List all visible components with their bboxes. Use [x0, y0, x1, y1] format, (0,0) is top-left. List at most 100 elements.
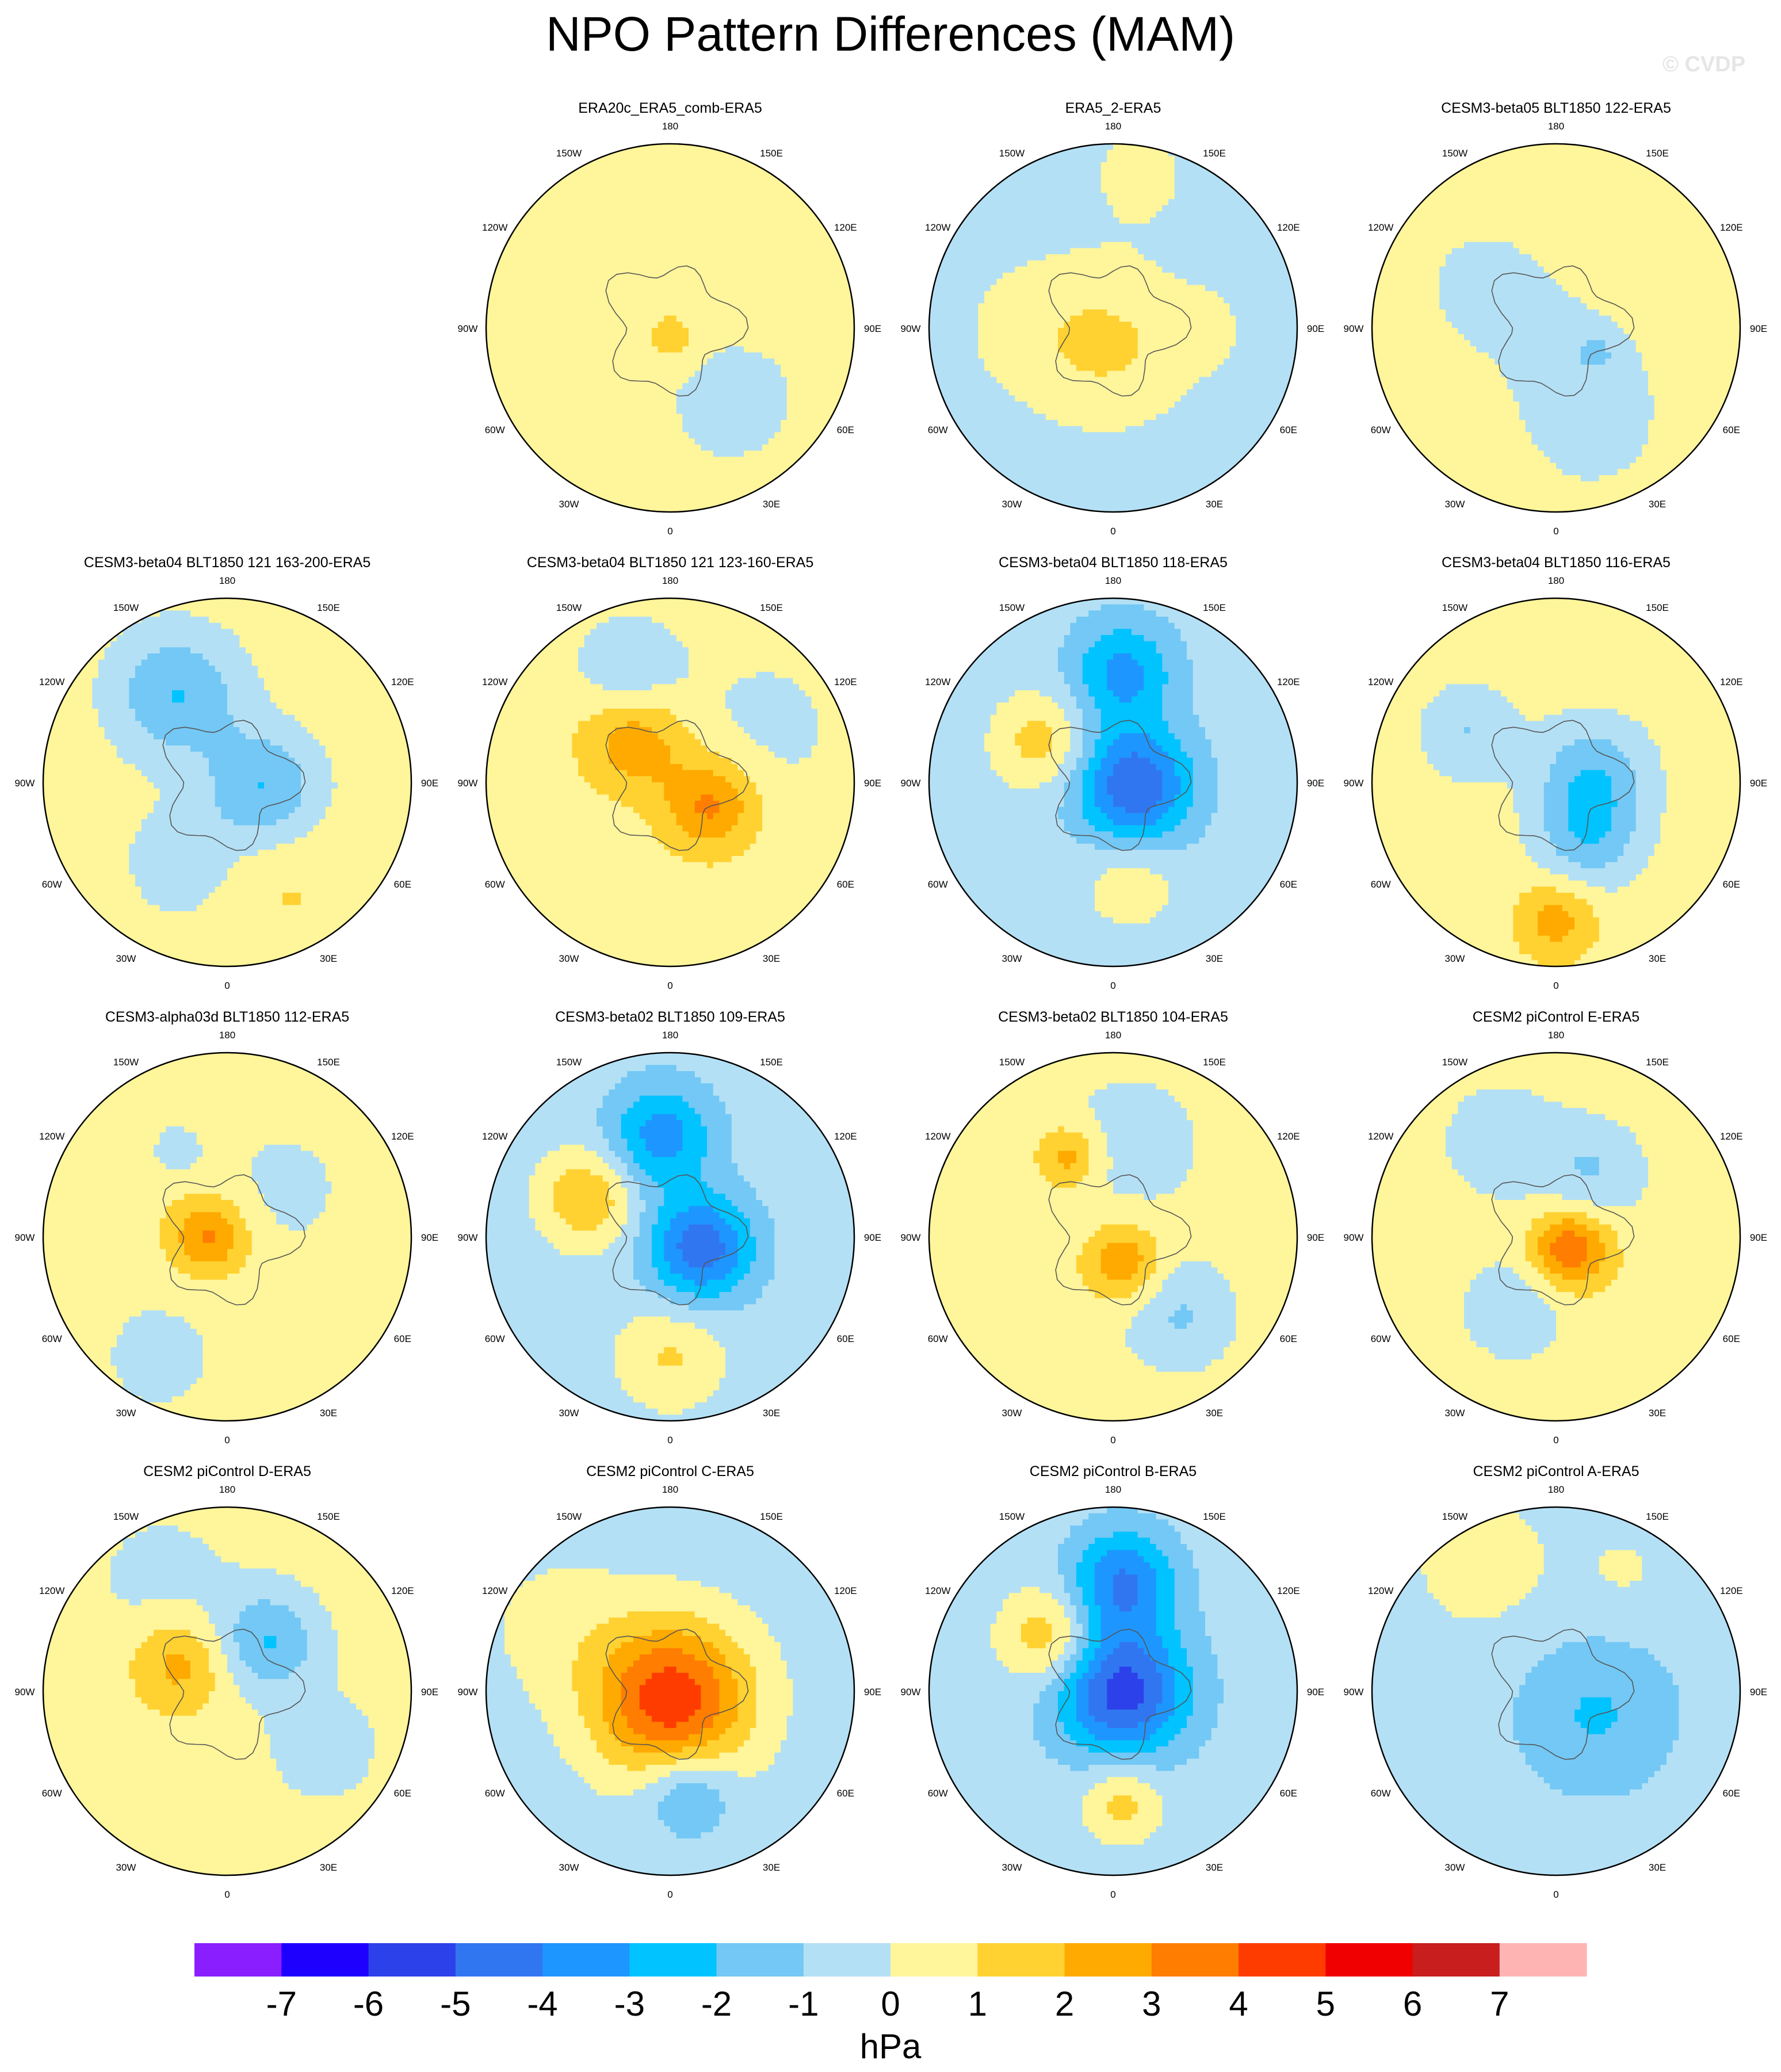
field-cell: [627, 481, 634, 488]
field-cell: [670, 370, 677, 378]
field-cell: [1174, 346, 1182, 353]
field-cell: [737, 358, 744, 365]
field-cell: [633, 278, 640, 286]
field-cell: [1162, 168, 1169, 175]
field-cell: [584, 186, 591, 194]
field-cell: [793, 457, 800, 464]
field-cell: [529, 273, 536, 280]
field-cell: [1088, 278, 1095, 286]
field-cell: [707, 254, 714, 261]
field-cell: [750, 309, 757, 316]
field-cell: [1021, 334, 1028, 341]
field-cell: [572, 181, 579, 188]
field-cell: [1162, 156, 1169, 163]
field-cell: [842, 395, 849, 402]
field-cell: [1045, 211, 1053, 218]
field-cell: [960, 352, 966, 360]
field-cell: [756, 475, 763, 482]
field-cell: [1015, 181, 1022, 188]
field-cell: [645, 402, 652, 408]
field-cell: [621, 414, 628, 420]
field-cell: [731, 420, 739, 427]
field-cell: [510, 242, 518, 249]
field-cell: [602, 469, 610, 476]
field-cell: [652, 395, 659, 402]
field-cell: [1008, 315, 1016, 323]
field-cell: [682, 199, 689, 206]
field-cell: [486, 297, 493, 304]
field-cell: [830, 291, 836, 298]
field-cell: [1187, 365, 1194, 372]
field-cell: [627, 273, 634, 280]
field-cell: [978, 254, 985, 261]
field-cell: [1150, 273, 1157, 280]
field-cell: [523, 365, 530, 372]
field-cell: [1254, 370, 1261, 378]
field-cell: [935, 315, 942, 323]
field-cell: [707, 462, 714, 470]
field-cell: [1254, 358, 1261, 365]
field-cell: [929, 303, 936, 310]
field-cell: [731, 370, 739, 378]
field-cell: [737, 365, 744, 372]
field-cell: [1254, 322, 1261, 328]
field-cell: [615, 499, 622, 507]
field-cell: [639, 248, 647, 255]
field-cell: [652, 389, 659, 396]
field-cell: [645, 328, 652, 335]
field-cell: [645, 444, 652, 452]
field-cell: [1156, 370, 1163, 378]
field-cell: [1095, 254, 1102, 261]
field-cell: [1021, 254, 1028, 261]
field-cell: [1150, 340, 1157, 347]
field-cell: [978, 291, 985, 298]
field-cell: [535, 340, 542, 347]
field-cell: [1039, 370, 1046, 378]
field-cell: [1224, 303, 1230, 310]
field-cell: [1119, 193, 1126, 200]
field-cell: [701, 383, 708, 390]
field-cell: [1279, 340, 1286, 347]
field-cell: [774, 358, 781, 365]
field-cell: [836, 309, 843, 316]
field-cell: [670, 389, 677, 396]
field-cell: [492, 358, 499, 365]
field-cell: [990, 352, 997, 360]
field-cell: [1095, 168, 1102, 175]
field-cell: [823, 352, 831, 360]
field-cell: [1205, 346, 1212, 353]
field-cell: [664, 499, 671, 507]
field-cell: [510, 315, 518, 323]
field-cell: [1211, 309, 1218, 316]
field-cell: [707, 242, 714, 249]
field-cell: [615, 242, 622, 249]
field-cell: [793, 199, 800, 206]
field-cell: [786, 297, 794, 304]
field-cell: [978, 358, 985, 365]
field-cell: [602, 383, 610, 390]
field-cell: [547, 352, 555, 360]
field-cell: [615, 162, 622, 169]
field-cell: [725, 162, 732, 169]
field-cell: [713, 168, 720, 175]
field-cell: [547, 402, 555, 408]
field-cell: [805, 242, 812, 249]
field-cell: [1119, 273, 1126, 280]
field-cell: [972, 217, 979, 224]
field-cell: [793, 346, 800, 353]
field-cell: [1064, 242, 1071, 249]
field-cell: [682, 211, 689, 218]
field-cell: [670, 199, 677, 206]
field-cell: [823, 389, 831, 396]
field-cell: [1279, 322, 1286, 328]
field-cell: [1199, 309, 1206, 316]
field-cell: [1058, 150, 1065, 157]
field-cell: [774, 181, 781, 188]
field-cell: [682, 475, 689, 482]
field-cell: [830, 309, 836, 316]
field-cell: [781, 475, 788, 482]
field-cell: [658, 457, 665, 464]
field-cell: [996, 328, 1003, 335]
field-cell: [1180, 328, 1187, 335]
field-cell: [609, 156, 616, 163]
